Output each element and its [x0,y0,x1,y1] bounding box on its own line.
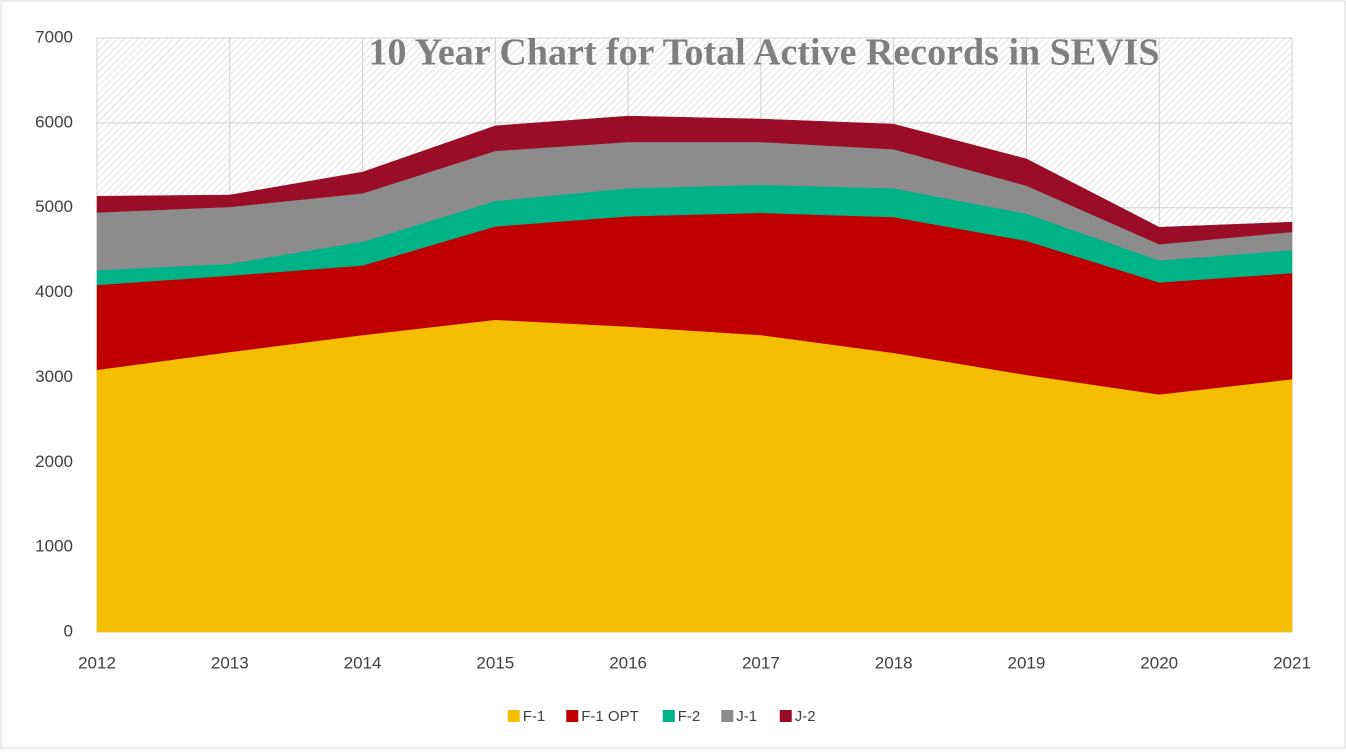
x-tick-label: 2017 [742,653,780,672]
x-tick-label: 2015 [476,653,514,672]
y-tick-label: 0 [64,621,73,640]
y-tick-label: 3000 [35,367,73,386]
y-tick-label: 4000 [35,282,73,301]
x-tick-label: 2012 [78,653,116,672]
y-tick-label: 5000 [35,197,73,216]
x-tick-label: 2016 [609,653,647,672]
y-tick-label: 6000 [35,112,73,131]
legend-label: F-1 OPT [581,708,639,725]
legend-label: J-2 [795,708,816,725]
area [96,115,1293,245]
legend-swatch [566,710,579,722]
y-tick-label: 7000 [35,27,73,46]
y-tick-label: 2000 [35,452,73,471]
x-tick-label: 2014 [344,653,382,672]
y-tick-label: 1000 [35,537,73,556]
legend-label: J-1 [736,708,757,725]
legend-label: F-2 [678,708,701,725]
legend-label: F-1 [523,708,546,725]
x-tick-label: 2019 [1008,653,1046,672]
x-tick-label: 2021 [1273,653,1311,672]
x-tick-label: 2018 [875,653,913,672]
chart-title: 10 Year Chart for Total Active Records i… [369,32,1160,74]
legend-swatch [779,710,792,722]
legend-swatch [662,710,675,722]
x-tick-label: 2020 [1140,653,1178,672]
legend-swatch [507,710,520,722]
x-tick-label: 2013 [211,653,249,672]
legend-swatch [721,710,734,722]
